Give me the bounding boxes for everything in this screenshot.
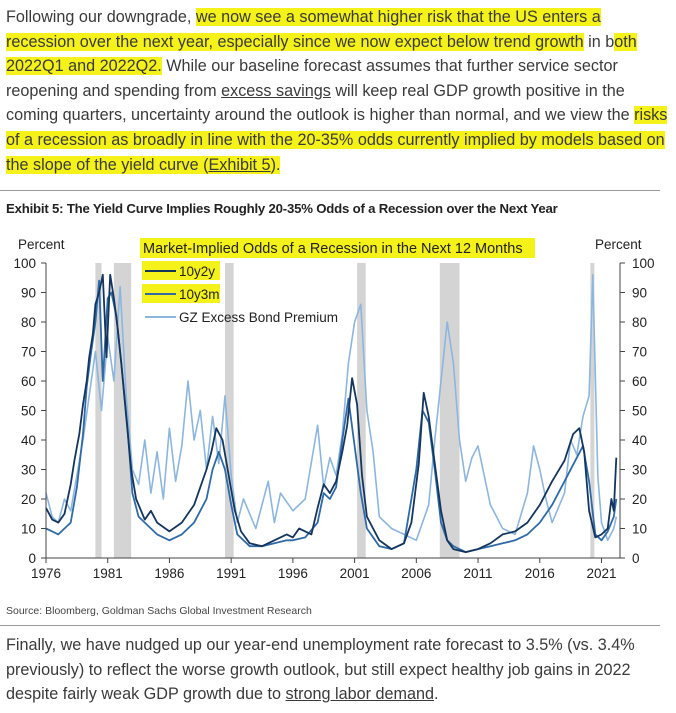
- x-tick-label-1981: 1981: [93, 566, 123, 581]
- intro-text-4: will keep real GDP growth positive in th…: [6, 81, 635, 125]
- exhibit-5-link[interactable]: Exhibit 5: [208, 155, 271, 174]
- y-axis-label-left: Percent: [18, 237, 65, 252]
- y-tick-label-right-70: 70: [632, 345, 647, 360]
- intro-text-2: in b: [583, 32, 615, 51]
- y-tick-label-right-30: 30: [632, 463, 647, 478]
- intro-text-3: While our baseline forecast assumes that…: [6, 57, 618, 100]
- strong-labor-demand-link[interactable]: strong labor demand: [285, 685, 435, 704]
- legend-label-gz-ebp: GZ Excess Bond Premium: [179, 310, 338, 325]
- y-tick-label-right-20: 20: [632, 492, 647, 507]
- x-tick-label-1991: 1991: [216, 566, 246, 581]
- intro-text-1: Following our downgrade,: [6, 8, 196, 26]
- closing-paragraph: Finally, we have nudged up our year-end …: [6, 633, 670, 707]
- chart-source: Source: Bloomberg, Goldman Sachs Global …: [6, 605, 312, 617]
- legend-highlight-10y3m: [142, 284, 220, 303]
- chart-title-highlight: [140, 238, 535, 258]
- intro-highlight-4: ).: [270, 155, 281, 174]
- recession-band-3: [357, 263, 366, 558]
- recession-band-4: [439, 263, 460, 558]
- y-tick-label-right-10: 10: [632, 522, 647, 537]
- x-tick-label-1976: 1976: [31, 566, 61, 581]
- chart-axes: 0 0 10 10 20 20 30 30 40 40 50 50 60 60 70 70 80 80 90 90 10…: [13, 256, 654, 581]
- y-tick-label-right-100: 100: [632, 256, 655, 271]
- y-axis-label-right: Percent: [595, 237, 642, 252]
- chart-legend: 10y2y 10y3m GZ Excess Bond Premium: [142, 261, 338, 325]
- x-tick-label-2001: 2001: [340, 566, 370, 581]
- exhibit-title: Exhibit 5: The Yield Curve Implies Rough…: [6, 201, 558, 216]
- recession-odds-chart: 0 0 10 10 20 20 30 30 40 40 50 50 60 60 70 70 80 80 90 90 10…: [13, 237, 654, 581]
- y-tick-label-left-70: 70: [21, 345, 36, 360]
- y-tick-label-left-0: 0: [28, 551, 36, 566]
- x-tick-label-1996: 1996: [278, 566, 308, 581]
- y-tick-label-left-50: 50: [21, 404, 36, 419]
- divider-top: [0, 190, 660, 191]
- recession-band-1: [113, 263, 132, 558]
- x-tick-label-2016: 2016: [525, 566, 555, 581]
- y-tick-label-left-30: 30: [21, 463, 36, 478]
- recession-bands: [95, 263, 595, 558]
- intro-paragraph: Following our downgrade, we now see a so…: [6, 5, 670, 177]
- closing-text-2: .: [434, 685, 439, 704]
- y-tick-label-right-90: 90: [632, 286, 647, 301]
- excess-savings-link[interactable]: excess savings: [221, 81, 331, 100]
- legend-label-10y2y: 10y2y: [179, 264, 215, 279]
- y-tick-label-right-80: 80: [632, 315, 647, 330]
- x-tick-label-1986: 1986: [154, 566, 184, 581]
- series-lines: [45, 273, 618, 554]
- y-tick-label-right-60: 60: [632, 374, 647, 389]
- series-line-2: [45, 273, 618, 542]
- x-tick-label-2011: 2011: [464, 566, 493, 581]
- recession-band-5: [590, 263, 595, 558]
- y-tick-label-right-40: 40: [632, 433, 647, 448]
- legend-highlight-10y2y: [142, 261, 220, 280]
- y-tick-label-left-80: 80: [21, 315, 36, 330]
- y-tick-label-left-10: 10: [21, 522, 36, 537]
- y-tick-label-left-100: 100: [13, 256, 36, 271]
- y-tick-label-left-90: 90: [21, 286, 36, 301]
- chart-title: Market-Implied Odds of a Recession in th…: [143, 241, 523, 257]
- legend-label-10y3m: 10y3m: [179, 287, 220, 302]
- x-tick-label-2006: 2006: [401, 566, 431, 581]
- recession-band-0: [95, 263, 102, 558]
- y-tick-label-left-20: 20: [21, 492, 36, 507]
- y-tick-label-right-50: 50: [632, 404, 647, 419]
- y-tick-label-left-60: 60: [21, 374, 36, 389]
- x-tick-label-2021: 2021: [586, 566, 616, 581]
- divider-bottom: [0, 625, 660, 626]
- series-line-1: [45, 279, 618, 554]
- recession-band-2: [224, 263, 234, 558]
- chart-title-group: Market-Implied Odds of a Recession in th…: [18, 237, 642, 258]
- y-tick-label-right-0: 0: [632, 551, 640, 566]
- closing-text-1: Finally, we have nudged up our year-end …: [6, 636, 635, 704]
- y-tick-label-left-40: 40: [21, 433, 36, 448]
- series-line-0: [45, 273, 618, 554]
